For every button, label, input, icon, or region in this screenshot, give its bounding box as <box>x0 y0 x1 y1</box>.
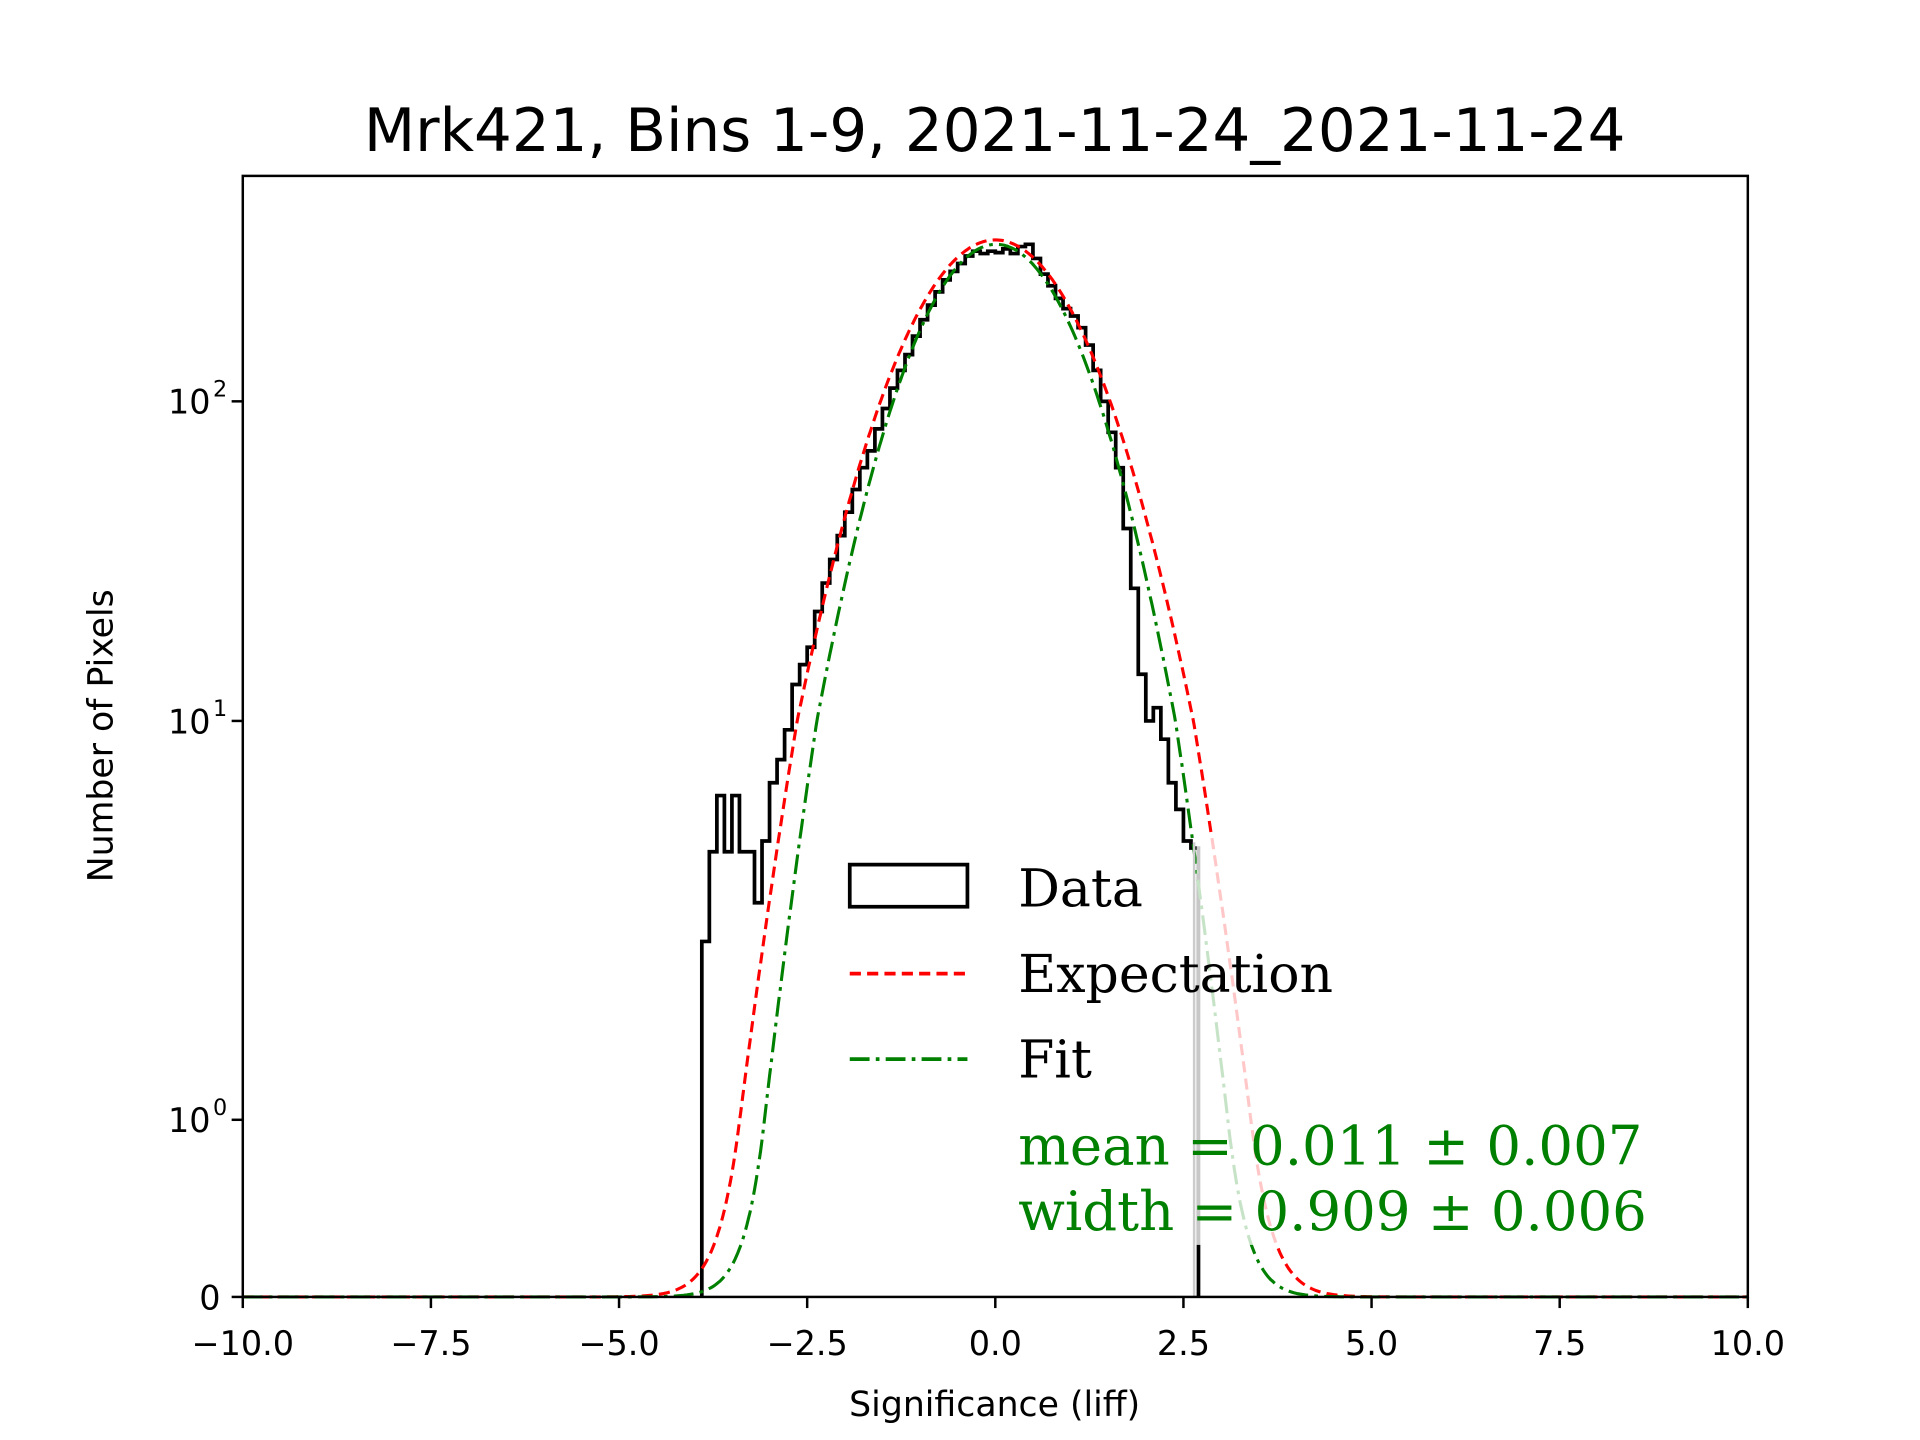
x-tick-label: −10.0 <box>192 1324 294 1363</box>
y-tick-label: 10 <box>168 383 211 422</box>
y-tick-label: 10 <box>168 1101 211 1140</box>
legend-expectation-label: Expectation <box>1018 945 1333 1005</box>
histogram-bin <box>800 665 808 1297</box>
legend-data-handle <box>847 862 970 909</box>
histogram-bin <box>950 271 958 1297</box>
histogram-bin <box>920 320 928 1297</box>
histogram-bin <box>837 536 845 1297</box>
x-tick-label: 10.0 <box>1711 1324 1785 1363</box>
y-tick-exponent: 0 <box>213 1095 227 1121</box>
histogram-bin <box>1003 249 1011 1297</box>
histogram-bin <box>965 256 973 1297</box>
histogram-bin <box>732 796 740 1297</box>
histogram-bin <box>1010 254 1018 1297</box>
histogram-data <box>699 242 1201 1297</box>
x-tick-label: 2.5 <box>1157 1324 1210 1363</box>
histogram-bin <box>807 647 815 1297</box>
histogram-bin <box>913 336 921 1297</box>
chart-title: Mrk421, Bins 1-9, 2021-11-24_2021-11-24 <box>364 97 1626 166</box>
y-tick-label: 0 <box>199 1278 220 1317</box>
x-axis-label: Significance (liff) <box>849 1385 1140 1425</box>
histogram-bin <box>830 559 838 1296</box>
histogram-bin <box>897 370 905 1297</box>
y-tick-exponent: 2 <box>213 376 227 402</box>
legend-fit-label: Fit <box>1018 1031 1092 1091</box>
histogram-bin <box>747 852 755 1297</box>
histogram-bin <box>792 685 800 1297</box>
fit-mean-annotation: mean = 0.011 ± 0.007 <box>1018 1113 1642 1177</box>
x-tick-label: −7.5 <box>390 1324 471 1363</box>
y-tick-label: 10 <box>168 702 211 741</box>
histogram-bin <box>905 355 913 1297</box>
legend: Data Expectation Fit mean = 0.011 ± 0.00… <box>847 860 1647 1243</box>
histogram-bin <box>882 408 890 1296</box>
fit-width-annotation: width = 0.909 ± 0.006 <box>1018 1179 1647 1243</box>
x-tick-label: −5.0 <box>578 1324 659 1363</box>
y-tick-exponent: 1 <box>213 696 227 722</box>
histogram-bin <box>928 305 936 1297</box>
histogram-bin <box>785 730 793 1297</box>
x-tick-label: 0.0 <box>969 1324 1022 1363</box>
x-tick-label: −2.5 <box>767 1324 848 1363</box>
histogram-bin <box>973 251 981 1297</box>
x-tick-label: 5.0 <box>1345 1324 1398 1363</box>
histogram-bin <box>935 292 943 1297</box>
legend-fade-overlay <box>1196 836 1742 1245</box>
plot-area <box>242 238 1748 1299</box>
legend-data-label: Data <box>1018 860 1143 920</box>
x-axis: −10.0 −7.5 −5.0 −2.5 0.0 2.5 5.0 7.5 10.0 <box>192 1296 1785 1363</box>
histogram-bin <box>724 852 732 1297</box>
histogram-bin <box>943 280 951 1297</box>
histogram-bin <box>980 254 988 1297</box>
y-axis-label: Number of Pixels <box>82 589 122 882</box>
histogram-bin <box>995 253 1003 1297</box>
histogram-bin <box>958 263 966 1296</box>
histogram-bin <box>717 796 725 1297</box>
histogram-bin <box>988 251 996 1297</box>
x-tick-label: 7.5 <box>1533 1324 1586 1363</box>
histogram-bin <box>890 388 898 1297</box>
